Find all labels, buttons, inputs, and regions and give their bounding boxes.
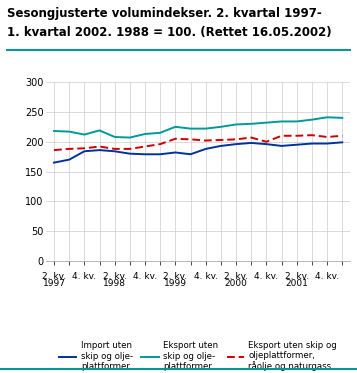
Text: 4. kv.: 4. kv. [193, 272, 218, 281]
Text: 1999: 1999 [164, 279, 187, 288]
Text: 1997: 1997 [42, 279, 65, 288]
Text: 2. kv.: 2. kv. [102, 272, 127, 281]
Text: 4. kv.: 4. kv. [254, 272, 278, 281]
Text: 2. kv.: 2. kv. [285, 272, 309, 281]
Text: Sesongjusterte volumindekser. 2. kvartal 1997-: Sesongjusterte volumindekser. 2. kvartal… [7, 7, 322, 21]
Text: 2001: 2001 [285, 279, 308, 288]
Legend: Import uten
skip og olje-
plattformer, Eksport uten
skip og olje-
plattformer, E: Import uten skip og olje- plattformer, E… [59, 341, 337, 372]
Text: 2000: 2000 [225, 279, 247, 288]
Text: 1998: 1998 [103, 279, 126, 288]
Text: 4. kv.: 4. kv. [315, 272, 339, 281]
Text: 4. kv.: 4. kv. [133, 272, 157, 281]
Text: 2. kv.: 2. kv. [163, 272, 187, 281]
Text: 4. kv.: 4. kv. [72, 272, 96, 281]
Text: 1. kvartal 2002. 1988 = 100. (Rettet 16.05.2002): 1. kvartal 2002. 1988 = 100. (Rettet 16.… [7, 26, 332, 39]
Text: 2. kv.: 2. kv. [42, 272, 66, 281]
Text: 2. kv.: 2. kv. [224, 272, 248, 281]
